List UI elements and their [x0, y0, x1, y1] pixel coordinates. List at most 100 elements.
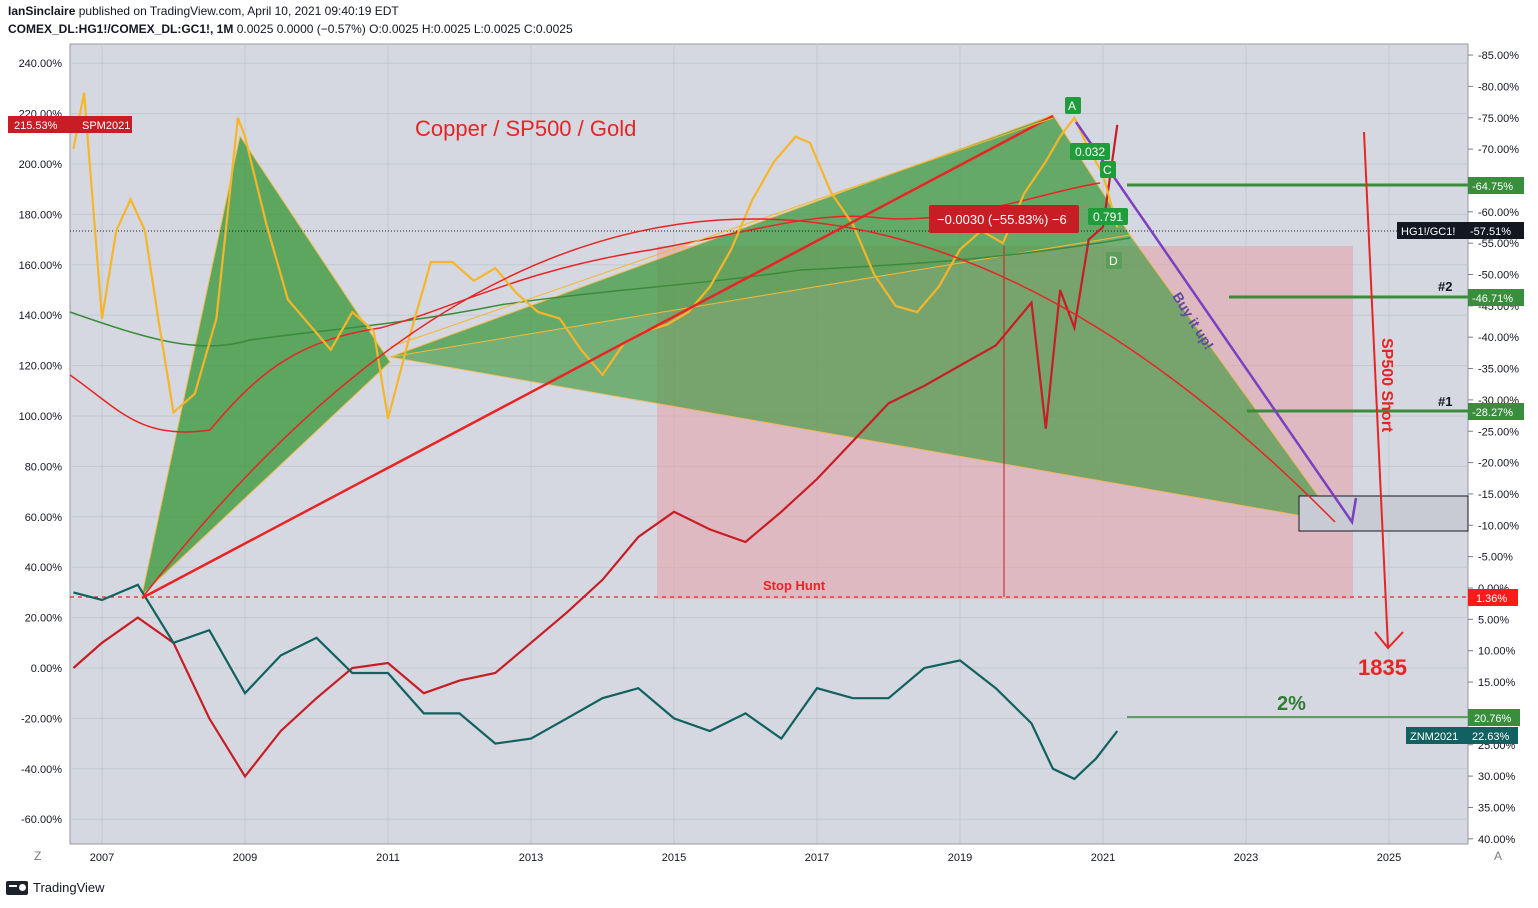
left-y-tick-label: 160.00%: [19, 260, 63, 272]
trend-line-long: [141, 114, 1054, 600]
right-y-tick-label: -75.00%: [1478, 113, 1519, 125]
hg-label-badge: [1397, 222, 1524, 239]
lvl-2076-text: 20.76%: [1474, 713, 1512, 725]
x-tick-label: 2025: [1377, 852, 1401, 864]
tradingview-logo[interactable]: TradingView: [6, 880, 105, 895]
right-y-tick-label: -55.00%: [1478, 238, 1519, 250]
spm-value: 215.53%: [14, 120, 58, 132]
right-y-tick-label: -80.00%: [1478, 81, 1519, 93]
tradingview-icon: [6, 880, 28, 895]
left-y-tick-label: 100.00%: [19, 411, 63, 423]
lvl-136-text: 1.36%: [1476, 593, 1507, 605]
left-y-tick-label: 80.00%: [25, 461, 63, 473]
hg-value: -57.51%: [1470, 226, 1511, 238]
left-y-tick-label: 20.00%: [25, 613, 63, 625]
measure-badge: [929, 205, 1079, 233]
target-box: [1298, 495, 1469, 532]
symbol-name[interactable]: COMEX_DL:HG1!/COMEX_DL:GC1!, 1M: [8, 22, 234, 36]
left-y-tick-label: 0.00%: [31, 663, 62, 675]
left-y-tick-label: 240.00%: [19, 58, 63, 70]
right-y-axis[interactable]: -85.00%-80.00%-75.00%-70.00%-65.00%-60.0…: [1468, 50, 1519, 846]
measure-text: −0.0030 (−55.83%) −6: [937, 212, 1067, 227]
left-y-tick-label: 200.00%: [19, 159, 63, 171]
x-tick-label: 2009: [233, 852, 257, 864]
point-d-label: D: [1109, 254, 1118, 268]
x-axis[interactable]: 2007 2009 2011 2013 2015 2017 2019 2021 2023 2025: [90, 852, 1401, 864]
arc-curve: [141, 218, 1336, 599]
x-tick-label: 2007: [90, 852, 114, 864]
left-y-tick-label: 40.00%: [25, 562, 63, 574]
x-tick-label: 2021: [1091, 852, 1115, 864]
left-y-tick-label: 120.00%: [19, 361, 63, 373]
point-a-label: A: [1068, 99, 1076, 113]
target-1835-label: 1835: [1358, 655, 1407, 680]
right-y-tick-label: -10.00%: [1478, 520, 1519, 532]
point-c-badge: [1100, 161, 1116, 178]
x-tick-label: 2011: [376, 852, 400, 864]
x-tick-label: 2017: [805, 852, 829, 864]
right-y-tick-label: 10.00%: [1478, 646, 1516, 658]
chart-title: Copper / SP500 / Gold: [415, 116, 636, 141]
x-tick-label: 2019: [948, 852, 972, 864]
level-2-label: #2: [1438, 279, 1452, 294]
left-y-tick-label: -40.00%: [21, 764, 62, 776]
lvl-4671-text: -46.71%: [1472, 293, 1513, 305]
bond-line: [73, 583, 1119, 781]
left-y-axis[interactable]: 240.00%220.00%200.00%180.00%160.00%140.0…: [19, 58, 63, 826]
right-y-tick-label: -85.00%: [1478, 50, 1519, 62]
trend-line-thin: [389, 117, 1054, 348]
spm-badge: [8, 116, 132, 133]
copper-gold-line: [72, 92, 1119, 419]
right-y-tick-label: 30.00%: [1478, 771, 1516, 783]
two-percent-label: 2%: [1277, 693, 1306, 715]
ma-red: [69, 182, 1101, 433]
ratio-top-label: 0.032: [1075, 145, 1105, 159]
hg-name: HG1!/GC1!: [1401, 226, 1455, 238]
left-y-tick-label: 180.00%: [19, 209, 63, 221]
ratio-mid-label: 0.791: [1093, 210, 1123, 224]
pattern-triangle-3: [389, 234, 1339, 523]
point-a-badge: [1065, 97, 1081, 114]
znm-badge: [1406, 727, 1518, 744]
spm-name: SPM2021: [82, 120, 130, 132]
right-y-tick-label: -5.00%: [1478, 552, 1513, 564]
buy-arrow: [1074, 121, 1358, 526]
right-y-tick-label: -70.00%: [1478, 144, 1519, 156]
auto-scale-button[interactable]: A: [1494, 849, 1502, 863]
publisher-line: IanSinclaire published on TradingView.co…: [8, 4, 399, 18]
lvl-2827-badge: [1468, 403, 1524, 420]
right-y-tick-label: -15.00%: [1478, 489, 1519, 501]
pattern-triangle-1: [141, 134, 391, 597]
lvl-136-badge: [1468, 589, 1518, 606]
author-name[interactable]: IanSinclaire: [8, 4, 76, 18]
quote-values: 0.0025 0.0000 (−0.57%) O:0.0025 H:0.0025…: [236, 22, 573, 36]
lvl-6475-badge: [1468, 177, 1524, 194]
publish-info: published on TradingView.com, April 10, …: [78, 4, 399, 18]
sp500-line: [72, 124, 1119, 779]
left-y-tick-label: -60.00%: [21, 814, 62, 826]
right-y-tick-label: -40.00%: [1478, 332, 1519, 344]
right-y-tick-label: -20.00%: [1478, 458, 1519, 470]
point-c-label: C: [1103, 163, 1112, 177]
short-arrow: [1363, 131, 1404, 650]
lvl-6475-text: -64.75%: [1472, 181, 1513, 193]
symbol-line: COMEX_DL:HG1!/COMEX_DL:GC1!, 1M 0.0025 0…: [8, 22, 573, 36]
x-tick-label: 2023: [1234, 852, 1258, 864]
ratio-top-badge: [1070, 143, 1110, 160]
right-y-tick-label: -50.00%: [1478, 270, 1519, 282]
right-y-tick-label: -60.00%: [1478, 207, 1519, 219]
left-y-tick-label: -20.00%: [21, 713, 62, 725]
ma-green: [69, 237, 1131, 347]
right-y-tick-label: 15.00%: [1478, 677, 1516, 689]
x-tick-label: 2013: [519, 852, 543, 864]
right-y-tick-label: -25.00%: [1478, 426, 1519, 438]
ratio-mid-badge: [1088, 208, 1128, 225]
znm-name: ZNM2021: [1410, 731, 1458, 743]
znm-value: 22.63%: [1472, 731, 1510, 743]
log-scale-button[interactable]: Z: [34, 849, 41, 863]
left-y-tick-label: 140.00%: [19, 310, 63, 322]
left-y-tick-label: 60.00%: [25, 512, 63, 524]
lvl-4671-badge: [1468, 289, 1524, 306]
right-y-tick-label: 35.00%: [1478, 802, 1516, 814]
